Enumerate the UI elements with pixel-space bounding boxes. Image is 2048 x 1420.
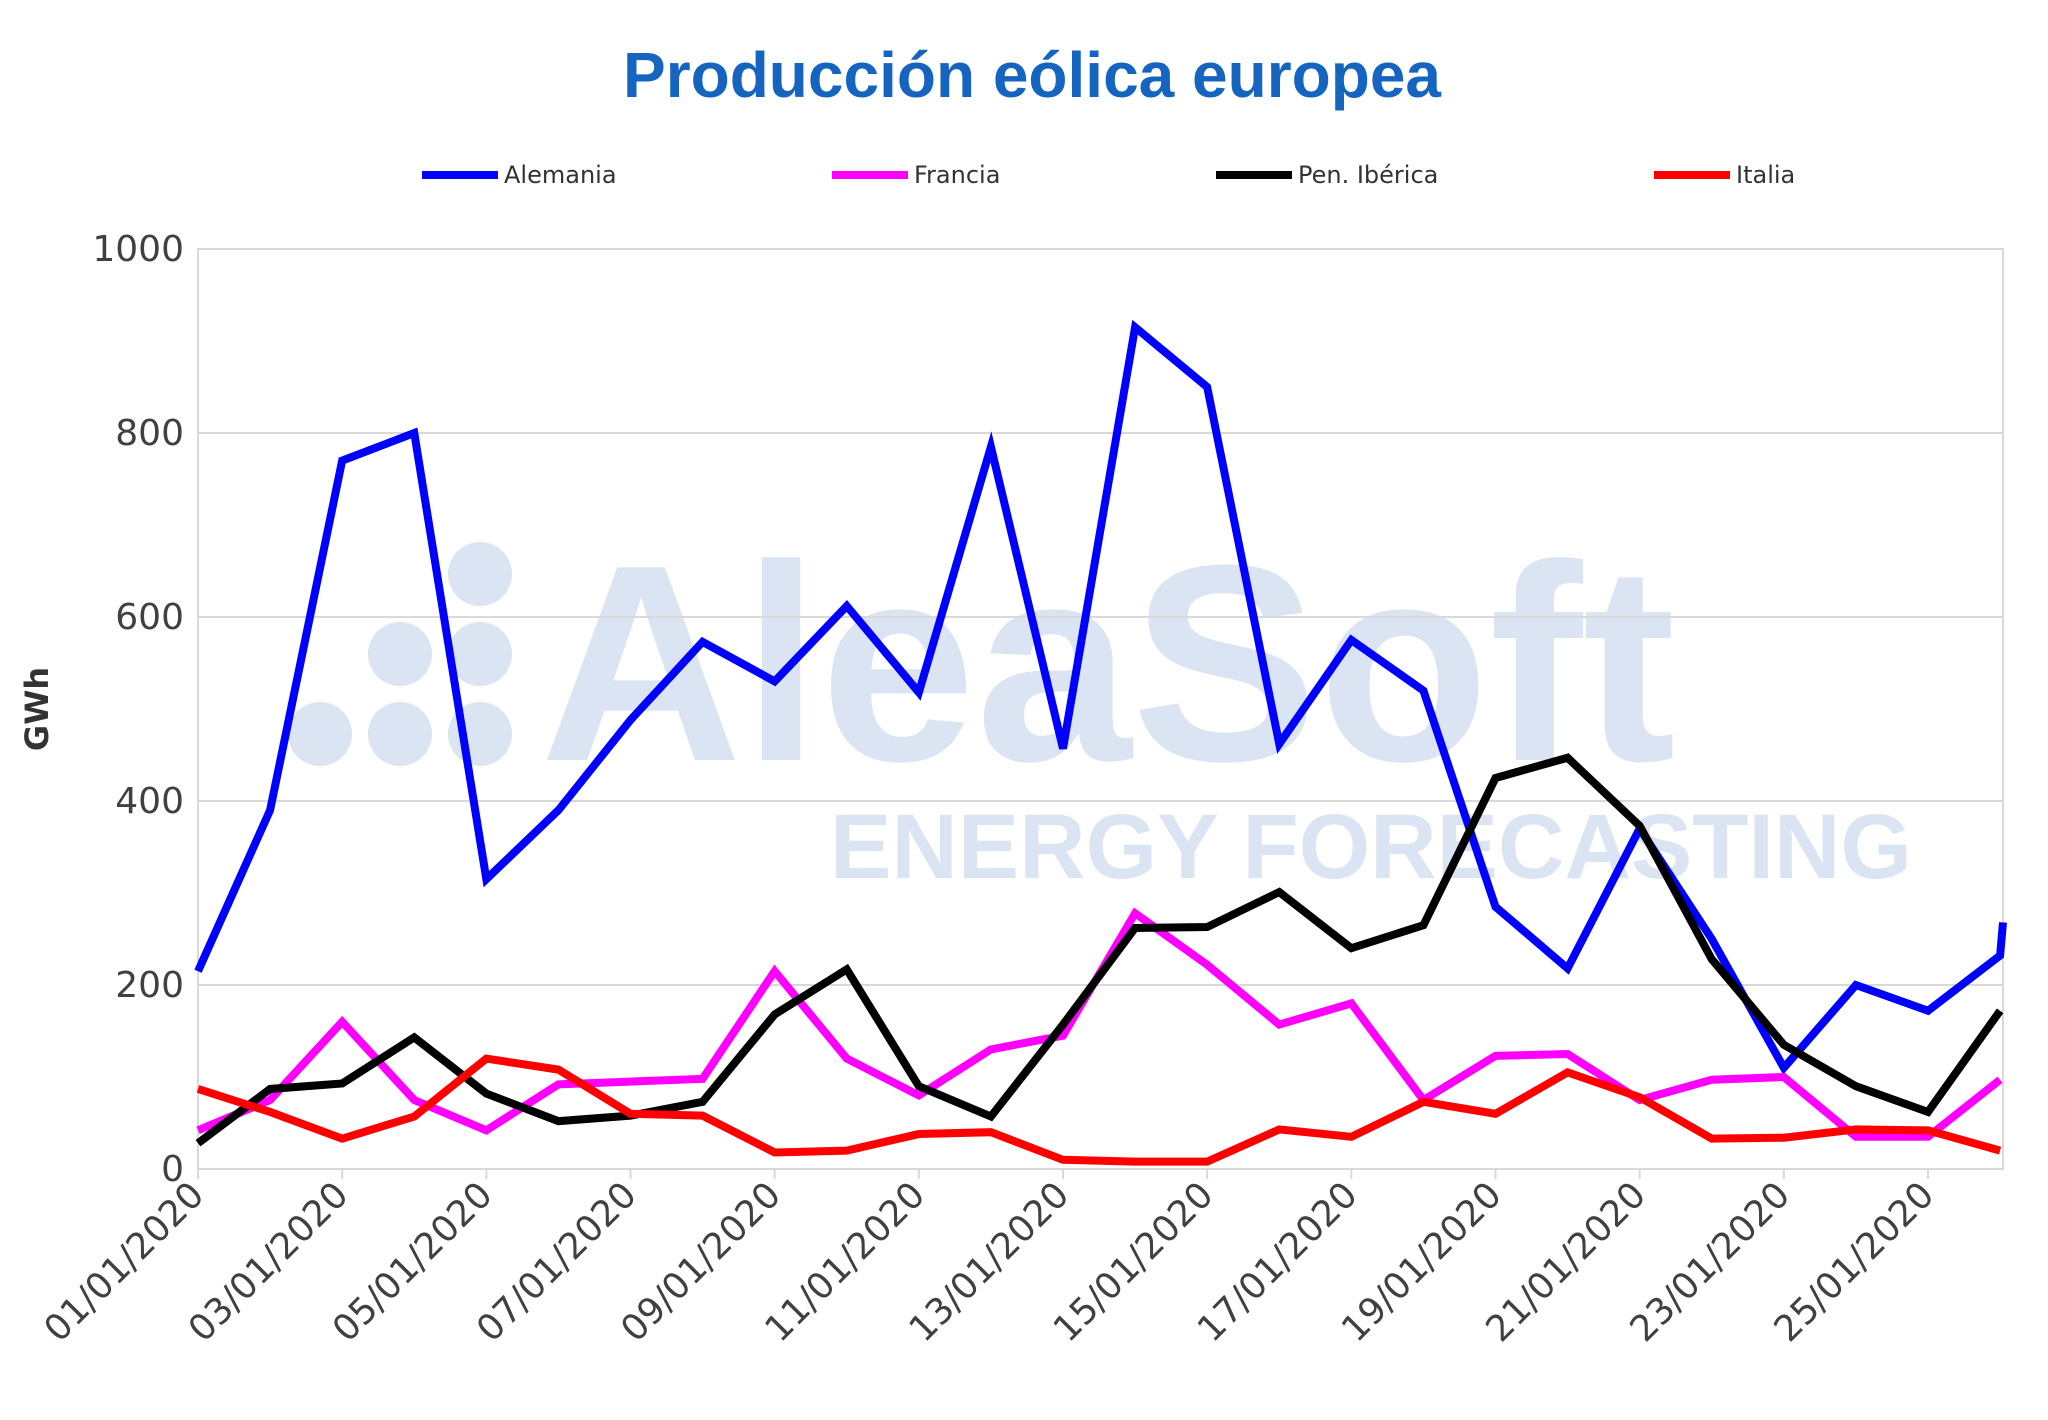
legend-label: Alemania: [504, 161, 617, 189]
watermark-brand: AleaSoft: [540, 508, 1676, 820]
series-line-francia: [196, 907, 2003, 1141]
watermark-logo-dots: [288, 542, 512, 766]
watermark-tagline: ENERGY FORECASTING: [830, 796, 1912, 898]
y-tick-label: 800: [115, 413, 184, 454]
legend-label: Italia: [1736, 161, 1795, 189]
legend-label: Francia: [914, 161, 1000, 189]
y-axis: 0 200 400 600 800 1000: [92, 229, 184, 1190]
series-lines: [194, 319, 2007, 1166]
y-tick-label: 0: [161, 1149, 184, 1190]
plot-area: [197, 248, 2004, 1170]
gridlines: [198, 432, 2003, 986]
y-tick-label: 200: [115, 965, 184, 1006]
y-axis-label: GWh: [18, 667, 56, 751]
watermark: AleaSoft ENERGY FORECASTING: [288, 508, 1912, 898]
x-axis: 01/01/202003/01/202005/01/202007/01/2020…: [37, 1169, 1942, 1350]
series-line-alemania: [194, 319, 2007, 1075]
y-tick-label: 400: [115, 781, 184, 822]
legend: Alemania Francia Pen. Ibérica Italia: [422, 161, 1795, 189]
y-tick-label: 600: [115, 597, 184, 638]
series-line-italia: [196, 1054, 2002, 1166]
y-tick-label: 1000: [92, 229, 184, 270]
legend-label: Pen. Ibérica: [1298, 161, 1438, 189]
series-line-pen-ib-rica: [195, 753, 2004, 1147]
chart-title: Producción eólica europea: [623, 39, 1441, 111]
